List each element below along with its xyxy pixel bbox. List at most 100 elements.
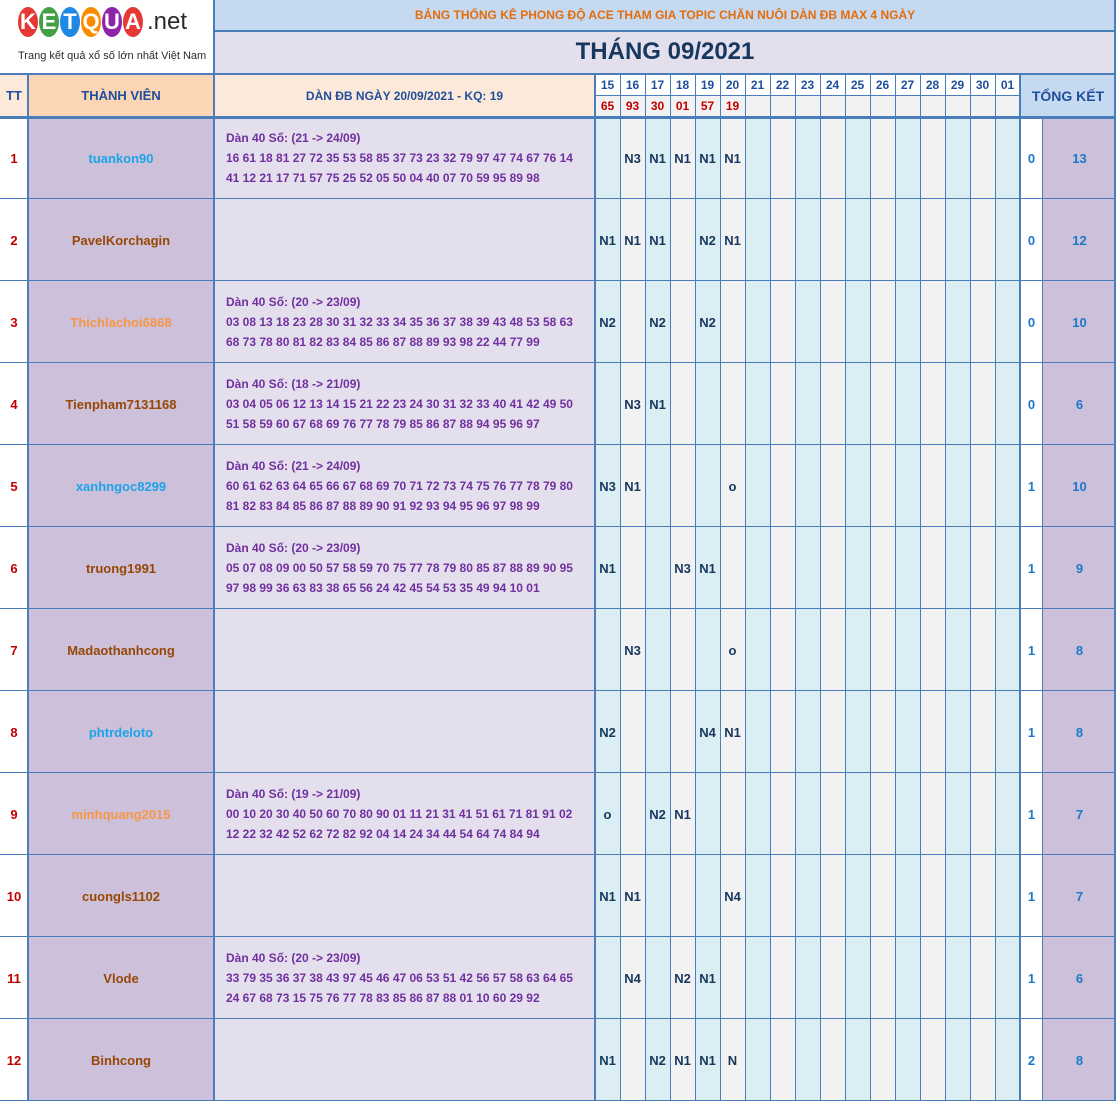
day-cell xyxy=(845,937,870,1019)
row-stt: 11 xyxy=(0,937,28,1019)
col-header-member: THÀNH VIÊN xyxy=(28,74,214,117)
member-name[interactable]: Binhcong xyxy=(28,1019,214,1101)
day-cell: N4 xyxy=(695,691,720,773)
day-cell xyxy=(670,445,695,527)
day-cell xyxy=(720,773,745,855)
grid-line xyxy=(820,74,821,1101)
dan-note-line: Dàn 40 Số: (21 -> 24/09) xyxy=(226,459,361,473)
day-cell xyxy=(870,363,895,445)
member-name[interactable]: cuongls1102 xyxy=(28,855,214,937)
row-stt: 8 xyxy=(0,691,28,773)
day-cell: N1 xyxy=(595,1019,620,1101)
member-name[interactable]: Tienpham7131168 xyxy=(28,363,214,445)
day-cell xyxy=(745,363,770,445)
total-score: 7 xyxy=(1043,773,1116,855)
day-cell xyxy=(820,527,845,609)
row-stt: 1 xyxy=(0,117,28,199)
day-cell xyxy=(770,773,795,855)
day-cell xyxy=(670,609,695,691)
day-cell xyxy=(995,445,1020,527)
total-score: 12 xyxy=(1043,199,1116,281)
day-cell: N3 xyxy=(620,609,645,691)
member-name[interactable]: xanhngoc8299 xyxy=(28,445,214,527)
day-cell xyxy=(645,937,670,1019)
member-name[interactable]: truong1991 xyxy=(28,527,214,609)
day-cell xyxy=(895,609,920,691)
day-header: 20 xyxy=(720,74,745,95)
member-name[interactable]: Madaothanhcong xyxy=(28,609,214,691)
day-cell xyxy=(920,609,945,691)
day-result xyxy=(970,95,995,117)
day-cell xyxy=(870,445,895,527)
day-result xyxy=(895,95,920,117)
day-result: 01 xyxy=(670,95,695,117)
day-cell xyxy=(770,199,795,281)
day-cell xyxy=(745,691,770,773)
logo-wordmark: K E T Q U A .net xyxy=(18,7,187,37)
day-result: 57 xyxy=(695,95,720,117)
grid-line xyxy=(995,74,996,1101)
day-header: 21 xyxy=(745,74,770,95)
day-cell xyxy=(695,609,720,691)
day-cell: N1 xyxy=(645,363,670,445)
day-cell xyxy=(795,773,820,855)
win-count: 0 xyxy=(1020,199,1043,281)
day-header: 01 xyxy=(995,74,1020,95)
member-name[interactable]: minhquang2015 xyxy=(28,773,214,855)
day-cell xyxy=(795,855,820,937)
day-cell xyxy=(895,199,920,281)
day-cell xyxy=(970,937,995,1019)
dan-note-line: Dàn 40 Số: (20 -> 23/09) xyxy=(226,951,361,965)
day-cell xyxy=(920,117,945,199)
day-cell: N2 xyxy=(645,1019,670,1101)
day-cell: N1 xyxy=(695,937,720,1019)
day-cell xyxy=(995,609,1020,691)
win-count: 1 xyxy=(1020,937,1043,1019)
day-cell: N2 xyxy=(645,281,670,363)
grid-line xyxy=(720,74,721,1101)
total-score: 10 xyxy=(1043,281,1116,363)
day-cell xyxy=(945,855,970,937)
day-cell xyxy=(795,117,820,199)
day-cell xyxy=(845,773,870,855)
member-name[interactable]: phtrdeloto xyxy=(28,691,214,773)
member-name[interactable]: tuankon90 xyxy=(28,117,214,199)
member-name[interactable]: Vlode xyxy=(28,937,214,1019)
day-cell xyxy=(745,527,770,609)
day-cell xyxy=(645,691,670,773)
day-cell xyxy=(845,363,870,445)
col-header-total: TỔNG KẾT xyxy=(1020,74,1116,117)
day-cell xyxy=(745,1019,770,1101)
grid-line xyxy=(620,74,621,1101)
day-cell: N1 xyxy=(670,1019,695,1101)
dan-note-line: 03 04 05 06 12 13 14 15 21 22 23 24 30 3… xyxy=(226,397,573,411)
dan-note: Dàn 40 Số: (20 -> 23/09) 03 08 13 18 23 2… xyxy=(214,281,595,363)
day-cell: N1 xyxy=(720,199,745,281)
grid-line xyxy=(0,444,1116,445)
day-cell xyxy=(770,691,795,773)
day-result xyxy=(920,95,945,117)
row-stt: 10 xyxy=(0,855,28,937)
day-cell: N2 xyxy=(670,937,695,1019)
day-cell xyxy=(970,691,995,773)
logo-letter: U xyxy=(102,7,122,37)
day-cell: N1 xyxy=(595,199,620,281)
day-header: 26 xyxy=(870,74,895,95)
total-score: 8 xyxy=(1043,609,1116,691)
ketqua-logo[interactable]: K E T Q U A .net Trang kết quả xổ số lớn nhất … xyxy=(0,0,212,74)
day-cell: N1 xyxy=(670,773,695,855)
day-cell xyxy=(670,855,695,937)
grid-line xyxy=(0,608,1116,609)
member-name[interactable]: PavelKorchagin xyxy=(28,199,214,281)
day-header: 24 xyxy=(820,74,845,95)
day-header: 29 xyxy=(945,74,970,95)
day-cell xyxy=(945,445,970,527)
dan-note-line: 97 98 99 36 63 83 38 65 56 24 42 45 54 5… xyxy=(226,581,540,595)
day-cell xyxy=(970,855,995,937)
total-score: 8 xyxy=(1043,1019,1116,1101)
day-cell xyxy=(895,691,920,773)
row-stt: 2 xyxy=(0,199,28,281)
member-name[interactable]: Thichlachoi6868 xyxy=(28,281,214,363)
day-cell xyxy=(870,281,895,363)
day-cell xyxy=(770,445,795,527)
